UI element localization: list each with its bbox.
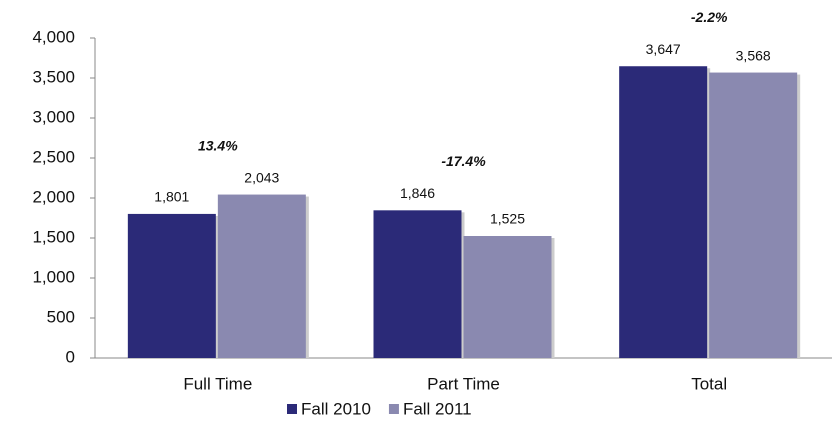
value-label: 3,568 bbox=[736, 47, 771, 63]
annotation: 13.4% bbox=[198, 137, 238, 153]
legend-swatch bbox=[388, 404, 399, 414]
y-tick-label: 500 bbox=[47, 307, 75, 326]
y-tick-label: 3,500 bbox=[32, 67, 75, 86]
value-label: 1,801 bbox=[154, 189, 189, 205]
value-label: 1,846 bbox=[400, 185, 435, 201]
legend-label: Fall 2011 bbox=[403, 399, 472, 418]
y-tick-label: 0 bbox=[66, 347, 75, 366]
x-tick-label: Part Time bbox=[427, 374, 500, 393]
annotation: -17.4% bbox=[441, 153, 486, 169]
y-tick-label: 4,000 bbox=[32, 27, 75, 46]
bar bbox=[373, 210, 462, 358]
bar bbox=[463, 236, 552, 358]
x-tick-label: Total bbox=[691, 374, 727, 393]
bar bbox=[127, 213, 216, 358]
bar bbox=[709, 72, 798, 358]
bar bbox=[619, 66, 708, 359]
y-tick-label: 3,000 bbox=[32, 107, 75, 126]
x-tick-label: Full Time bbox=[183, 374, 252, 393]
value-label: 3,647 bbox=[646, 41, 681, 57]
y-tick-label: 2,500 bbox=[32, 147, 75, 166]
y-tick-label: 1,000 bbox=[32, 267, 75, 286]
annotation: -2.2% bbox=[691, 9, 728, 25]
value-label: 2,043 bbox=[244, 169, 279, 185]
value-label: 1,525 bbox=[490, 211, 525, 227]
y-tick-label: 1,500 bbox=[32, 227, 75, 246]
legend-swatch bbox=[287, 404, 297, 414]
y-tick-label: 2,000 bbox=[32, 187, 75, 206]
bar bbox=[217, 194, 306, 358]
legend-label: Fall 2010 bbox=[301, 399, 371, 418]
